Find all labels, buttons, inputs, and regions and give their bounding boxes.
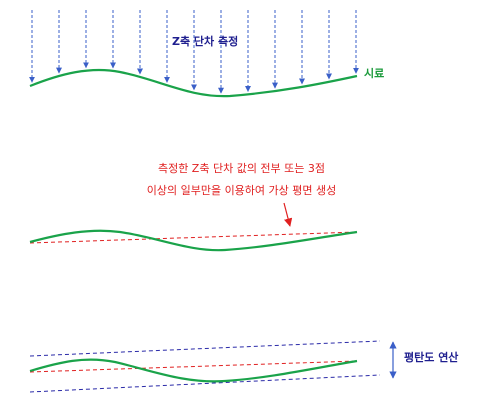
sample-curve-3 (29, 358, 358, 383)
upper-tolerance-line (29, 340, 381, 357)
virtual-plane-caption: 측정한 Z축 단차 값의 전부 또는 3점 이상의 일부만을 이용하여 가상 평… (0, 163, 483, 207)
virtual-plane-caption-line2: 이상의 일부만을 이용하여 가상 평면 생성 (146, 184, 337, 197)
lower-tolerance-line (29, 374, 381, 393)
virtual-plane-line-3 (29, 360, 358, 373)
z-measure-arrows (29, 10, 359, 94)
virtual-plane-line (29, 231, 358, 244)
sample-curve (29, 68, 358, 98)
measure-title: Z축 단차 측정 (172, 35, 239, 48)
callout-arrow (283, 202, 293, 227)
sample-curve-2 (29, 229, 358, 252)
virtual-plane-caption-line1: 측정한 Z축 단차 값의 전부 또는 3점 (157, 162, 326, 175)
flatness-label: 평탄도 연산 (404, 351, 459, 364)
sample-label: 시료 (364, 67, 385, 80)
